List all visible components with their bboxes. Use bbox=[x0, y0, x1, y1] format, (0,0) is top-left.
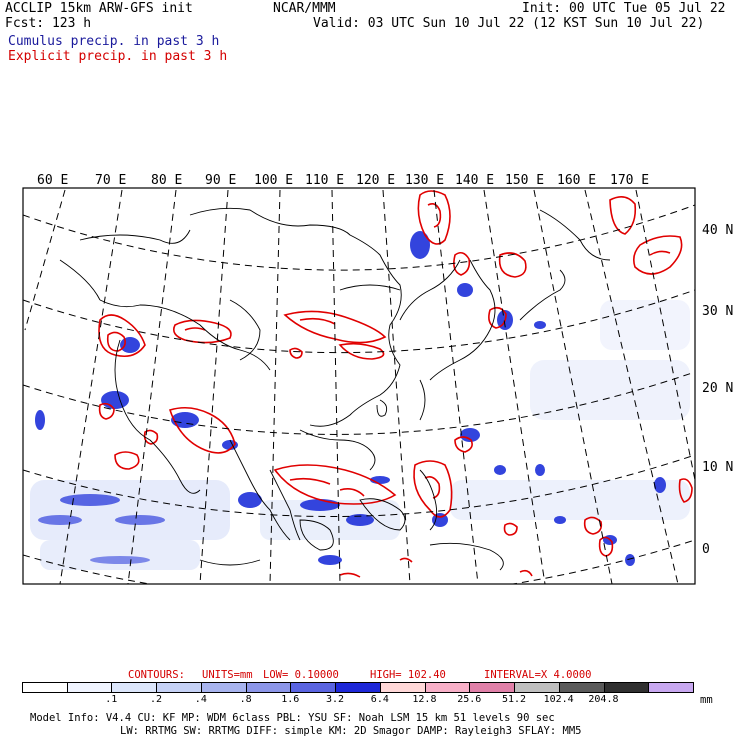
colorbar-segment bbox=[23, 683, 68, 692]
colorbar-segment bbox=[336, 683, 381, 692]
colorbar-segment bbox=[604, 683, 650, 692]
colorbar-tick-label: 1.6 bbox=[281, 694, 300, 705]
colorbar-tick-label: .2 bbox=[150, 694, 163, 705]
lon-label: 70 E bbox=[95, 173, 126, 188]
colorbar-segment bbox=[291, 683, 337, 692]
colorbar-tick-label: .1 bbox=[105, 694, 118, 705]
map-frame bbox=[22, 187, 696, 585]
forecast-hour: Fcst: 123 h bbox=[5, 16, 92, 31]
coastlines bbox=[59, 207, 611, 571]
lon-label: 130 E bbox=[405, 173, 444, 188]
colorbar-tick-label: 51.2 bbox=[502, 694, 527, 705]
colorbar-tick-label: 25.6 bbox=[457, 694, 482, 705]
colorbar-segment bbox=[649, 683, 694, 692]
lat-labels: 40 N 30 N 20 N 10 N 0 bbox=[702, 223, 733, 557]
colorbar-unit: mm bbox=[700, 694, 713, 706]
contours-units: UNITS=mm bbox=[202, 669, 253, 681]
init-time: Init: 00 UTC Tue 05 Jul 22 bbox=[522, 1, 726, 16]
colorbar-segment bbox=[380, 683, 426, 692]
colorbar-segment bbox=[157, 683, 202, 692]
lon-labels: 60 E 70 E 80 E 90 E 100 E 110 E 120 E 13… bbox=[37, 173, 649, 188]
colorbar-segment bbox=[67, 683, 113, 692]
colorbar-segment bbox=[470, 683, 516, 692]
lat-label: 20 N bbox=[702, 381, 733, 396]
colorbar-segment bbox=[201, 683, 247, 692]
legend-explicit: Explicit precip. in past 3 h bbox=[8, 49, 228, 64]
lon-label: 140 E bbox=[455, 173, 494, 188]
colorbar-tick-label: .8 bbox=[239, 694, 252, 705]
footer-model-info: Model Info: V4.4 CU: KF MP: WDM 6class P… bbox=[30, 712, 555, 724]
explicit-precip bbox=[98, 190, 693, 578]
contours-interval: INTERVAL=X 4.0000 bbox=[484, 669, 592, 681]
legend-cumulus: Cumulus precip. in past 3 h bbox=[8, 34, 220, 49]
lon-label: 150 E bbox=[505, 173, 544, 188]
colorbar-tick-label: 3.2 bbox=[326, 694, 345, 705]
lat-label: 40 N bbox=[702, 223, 733, 238]
colorbar-segment bbox=[559, 683, 605, 692]
colorbar-tick-label: .4 bbox=[194, 694, 207, 705]
colorbar-segment bbox=[246, 683, 292, 692]
lon-label: 60 E bbox=[37, 173, 68, 188]
colorbar-segment bbox=[112, 683, 158, 692]
footer-physics: LW: RRTMG SW: RRTMG DIFF: simple KM: 2D … bbox=[120, 725, 582, 737]
cumulus-light bbox=[30, 300, 690, 570]
colorbar bbox=[22, 682, 694, 693]
colorbar-segment bbox=[515, 683, 560, 692]
valid-time: Valid: 03 UTC Sun 10 Jul 22 (12 KST Sun … bbox=[313, 16, 705, 31]
colorbar-segment bbox=[425, 683, 471, 692]
lon-label: 110 E bbox=[305, 173, 344, 188]
lon-label: 160 E bbox=[557, 173, 596, 188]
contours-high: HIGH= 102.40 bbox=[370, 669, 446, 681]
lat-label: 10 N bbox=[702, 460, 733, 475]
lon-label: 100 E bbox=[254, 173, 293, 188]
model-title: ACCLIP 15km ARW-GFS init bbox=[5, 1, 193, 16]
colorbar-tick-label: 12.8 bbox=[412, 694, 437, 705]
colorbar-tick-label: 204.8 bbox=[588, 694, 619, 705]
lat-label: 0 bbox=[702, 542, 710, 557]
longitude-grid bbox=[24, 189, 695, 584]
lon-label: 90 E bbox=[205, 173, 236, 188]
center-label: NCAR/MMM bbox=[273, 1, 336, 16]
lat-label: 30 N bbox=[702, 304, 733, 319]
lon-label: 80 E bbox=[151, 173, 182, 188]
colorbar-tick-label: 6.4 bbox=[370, 694, 389, 705]
contours-label: CONTOURS: bbox=[128, 669, 185, 681]
contours-low: LOW= 0.10000 bbox=[263, 669, 339, 681]
colorbar-tick-label: 102.4 bbox=[543, 694, 574, 705]
lon-label: 120 E bbox=[356, 173, 395, 188]
latitude-grid bbox=[23, 204, 695, 584]
lon-label: 170 E bbox=[610, 173, 649, 188]
